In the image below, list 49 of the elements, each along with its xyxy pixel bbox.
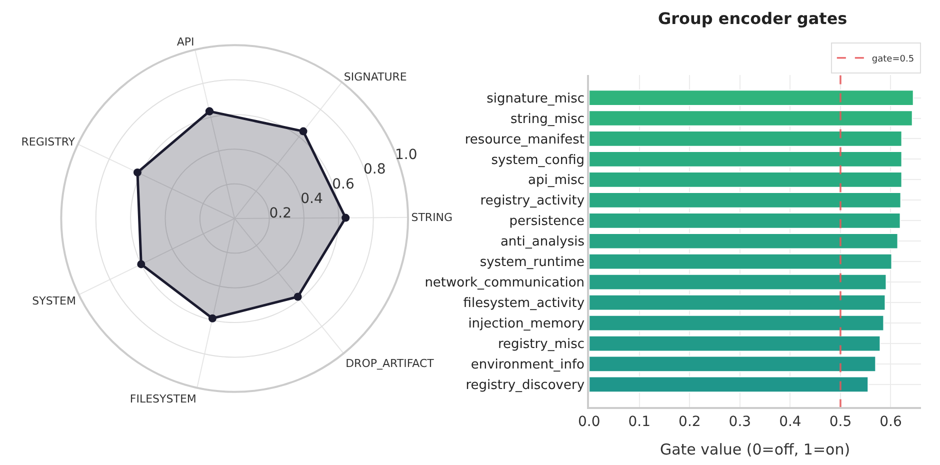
bar <box>589 212 901 229</box>
bar <box>589 376 869 393</box>
y-tick-label: registry_discovery <box>466 378 585 394</box>
bar <box>589 253 892 270</box>
bar <box>589 172 902 188</box>
spoke-label: SYSTEM <box>32 294 76 308</box>
spoke-label: DROP_ARTIFACT <box>346 356 434 370</box>
bar <box>589 274 887 290</box>
spoke-label: STRING <box>411 211 453 224</box>
y-tick-label: string_misc <box>510 112 585 127</box>
x-tick-label: 0.2 <box>678 414 701 430</box>
bar <box>589 232 898 250</box>
bar <box>589 294 886 311</box>
y-tick-label: 1.0 <box>394 147 418 164</box>
x-tick-label: 0.6 <box>880 414 902 430</box>
y-tick-label: registry_activity <box>480 194 585 209</box>
bar <box>589 314 884 332</box>
x-tick-label: 0.3 <box>728 414 752 430</box>
y-tick-label: anti_analysis <box>500 234 585 250</box>
x-axis-title: Gate value (0=off, 1=on) <box>660 440 850 458</box>
x-tick-label: 0.1 <box>628 414 651 430</box>
y-tick-label: injection_memory <box>468 316 585 332</box>
spoke-label: SIGNATURE <box>344 70 407 84</box>
spoke-label: REGISTRY <box>21 135 76 148</box>
x-tick-label: 0.5 <box>829 414 852 430</box>
bar <box>589 356 876 372</box>
y-tick-label: network_communication <box>424 276 585 291</box>
y-tick-label: 0.8 <box>364 162 386 178</box>
spoke-label: FILESYSTEM <box>130 392 196 406</box>
y-tick-label: environment_info <box>470 358 585 373</box>
bar <box>589 110 913 126</box>
bar <box>589 130 902 147</box>
x-tick-label: 0.4 <box>779 414 802 430</box>
y-tick-label: registry_misc <box>498 337 585 352</box>
y-tick-label: system_config <box>491 152 585 168</box>
spoke-label: API <box>176 35 194 48</box>
y-tick-label: filesystem_activity <box>463 296 585 312</box>
bar <box>589 192 902 208</box>
bar <box>589 335 881 352</box>
legend-label: gate=0.5 <box>872 54 914 64</box>
bar <box>589 90 914 106</box>
y-tick-label: api_misc <box>528 173 585 188</box>
y-tick-label: persistence <box>509 214 585 230</box>
y-tick-label: resource_manifest <box>464 132 585 148</box>
y-tick-label: system_runtime <box>480 255 585 270</box>
y-tick-label: signature_misc <box>486 91 585 106</box>
x-tick-label: 0.0 <box>578 414 600 430</box>
bar <box>589 151 902 168</box>
chart-title: Group encoder gates <box>658 9 848 28</box>
